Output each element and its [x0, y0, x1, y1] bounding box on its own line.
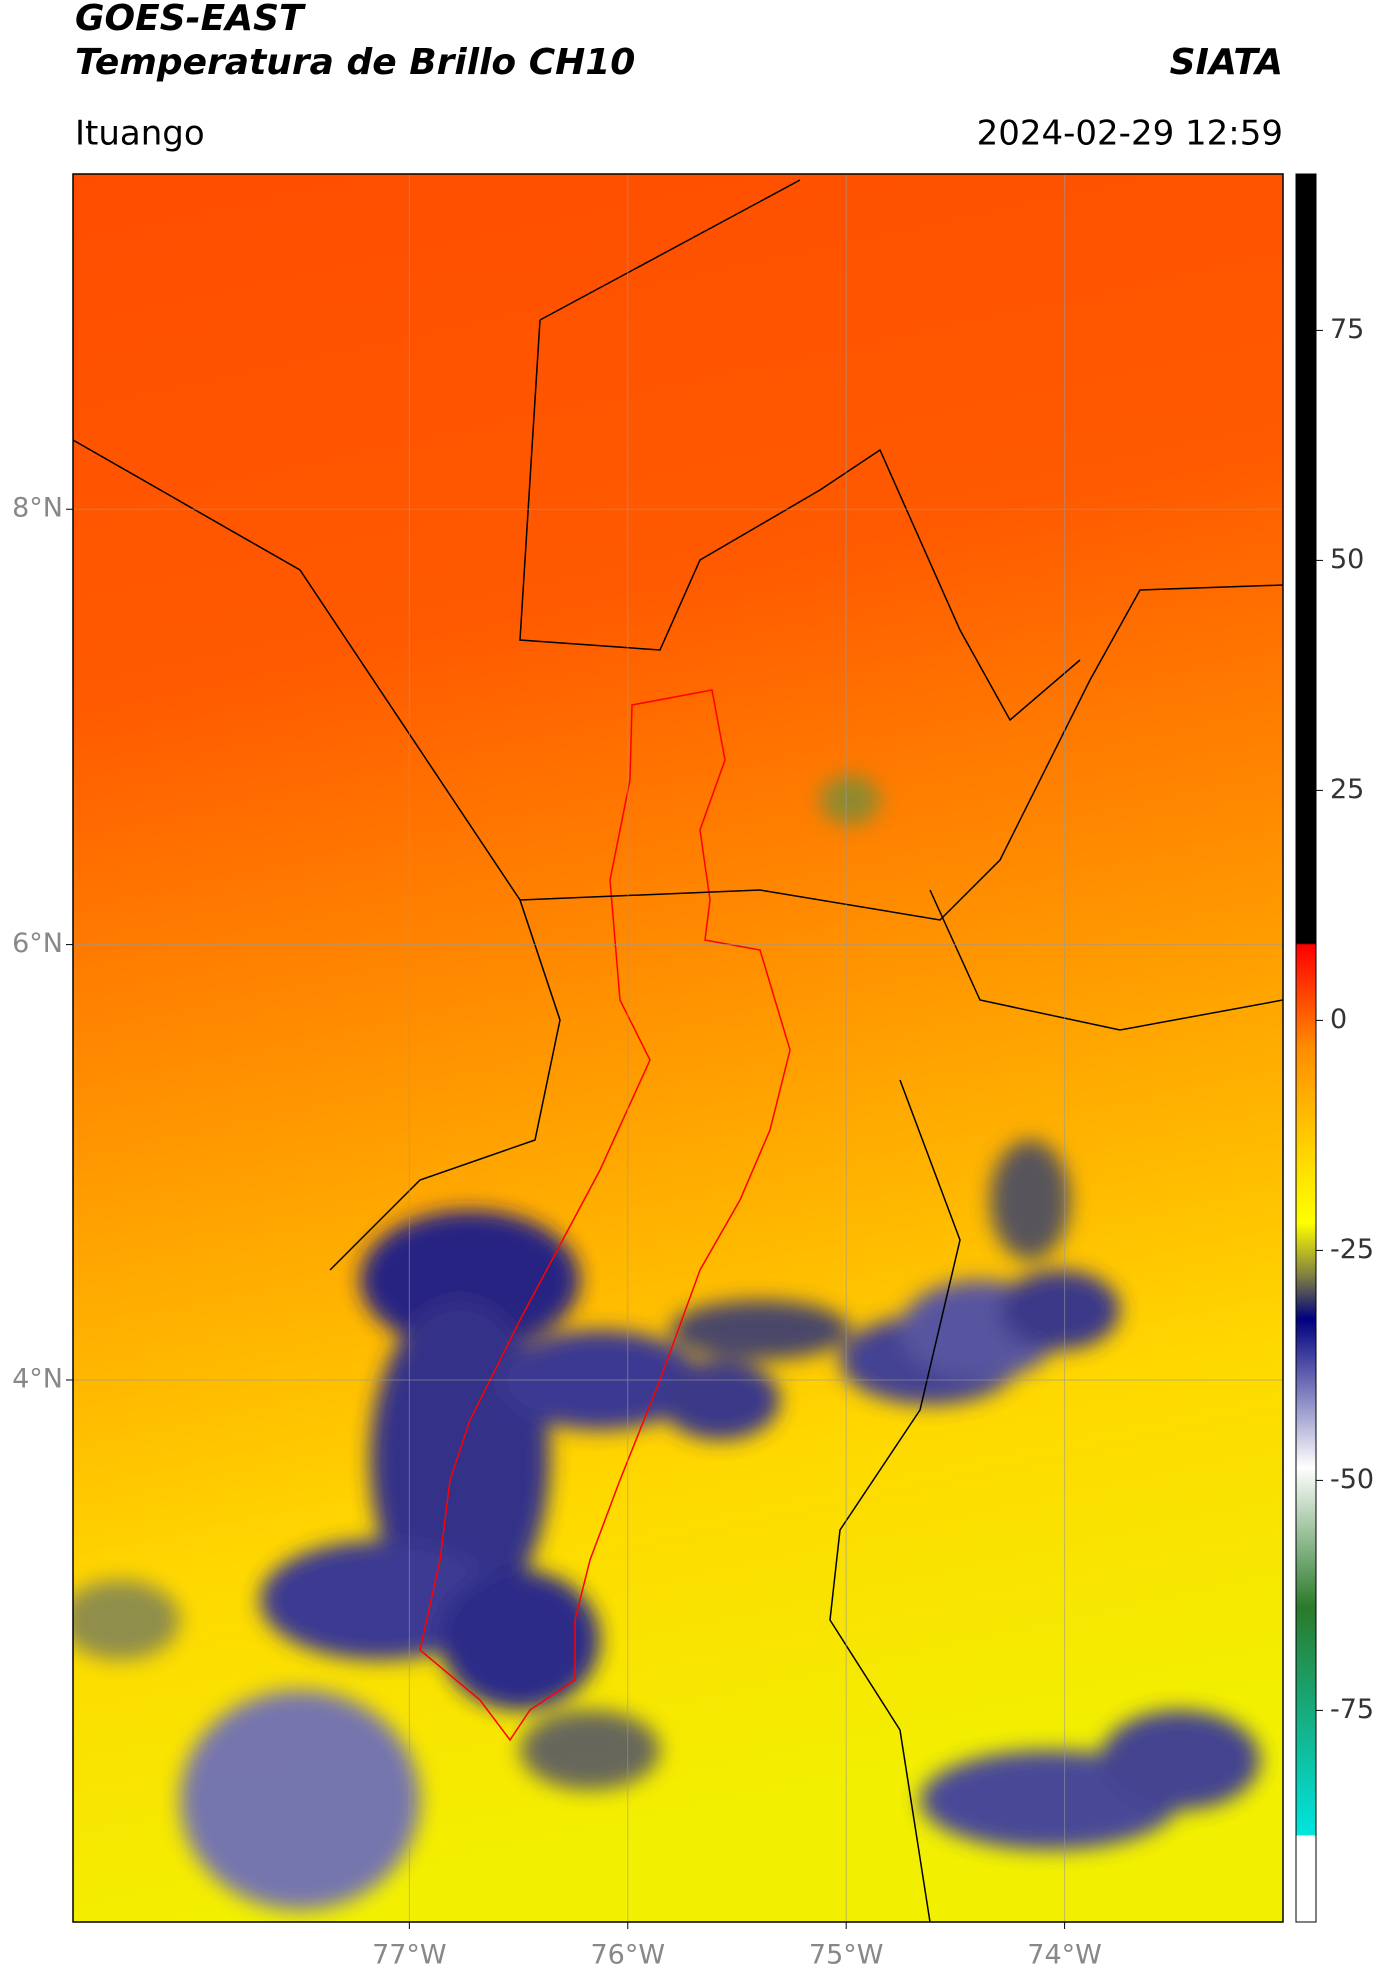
x-tick-label: 77°W: [372, 1940, 447, 1971]
x-tick-label: 76°W: [590, 1940, 665, 1971]
location: Ituango: [75, 114, 205, 154]
colorbar-tick-label: -25: [1330, 1234, 1374, 1265]
title: GOES-EAST: [75, 0, 306, 39]
colorbar-tick-label: 75: [1330, 314, 1364, 345]
colorbar-tick-label: -50: [1330, 1464, 1374, 1495]
colorbar: [1295, 173, 1317, 1923]
colorbar-tick-label: 50: [1330, 544, 1364, 575]
colorbar-tick-label: 25: [1330, 774, 1364, 805]
x-tick-label: 74°W: [1027, 1940, 1102, 1971]
source: SIATA: [1170, 42, 1283, 83]
map-frame: [72, 173, 1284, 1923]
subtitle: Temperatura de Brillo CH10: [75, 42, 635, 83]
y-tick-label: 4°N: [12, 1363, 63, 1394]
colorbar-tick-label: 0: [1330, 1004, 1347, 1035]
grid: [73, 174, 1283, 1922]
y-tick-label: 8°N: [12, 493, 63, 524]
y-tick-label: 6°N: [12, 928, 63, 959]
datetime: 2024-02-29 12:59: [977, 114, 1283, 154]
colorbar-tick-label: -75: [1330, 1694, 1374, 1725]
map-image: [73, 174, 1283, 1922]
x-tick-label: 75°W: [809, 1940, 884, 1971]
